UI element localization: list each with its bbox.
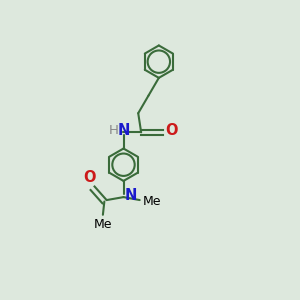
Text: N: N xyxy=(125,188,137,203)
Text: Me: Me xyxy=(94,218,112,231)
Text: Me: Me xyxy=(142,195,161,208)
Text: O: O xyxy=(166,123,178,138)
Text: O: O xyxy=(83,170,96,185)
Text: N: N xyxy=(117,123,130,138)
Text: H: H xyxy=(109,124,118,137)
